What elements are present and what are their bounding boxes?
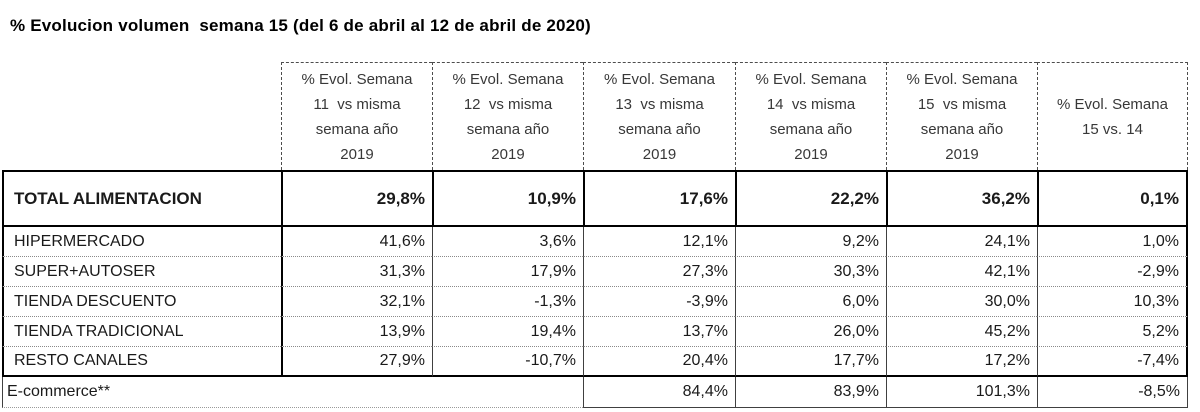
- value-cell: 26,0%: [735, 317, 886, 347]
- value-cell: 27,3%: [583, 257, 735, 287]
- value-cell: 101,3%: [886, 377, 1037, 408]
- value-cell: 13,9%: [281, 317, 432, 347]
- page-title: % Evolucion volumen semana 15 (del 6 de …: [10, 16, 591, 35]
- row-label-super-autoser: SUPER+AUTOSER: [2, 257, 281, 287]
- value-cell: 1,0%: [1037, 227, 1188, 257]
- value-cell: 20,4%: [583, 347, 735, 377]
- row-label-tienda-descuento: TIENDA DESCUENTO: [2, 287, 281, 317]
- value-cell: 17,2%: [886, 347, 1037, 377]
- value-cell: -2,9%: [1037, 257, 1188, 287]
- value-cell: 6,0%: [735, 287, 886, 317]
- value-cell: 17,6%: [583, 170, 735, 227]
- value-cell: 45,2%: [886, 317, 1037, 347]
- value-cell: 83,9%: [735, 377, 886, 408]
- value-cell: 36,2%: [886, 170, 1037, 227]
- row-label-hipermercado: HIPERMERCADO: [2, 227, 281, 257]
- column-header-semana-12: % Evol. Semana 12 vs misma semana año 20…: [432, 62, 583, 170]
- column-header-semana-14: % Evol. Semana 14 vs misma semana año 20…: [735, 62, 886, 170]
- value-cell: -7,4%: [1037, 347, 1188, 377]
- column-header-semana-15-vs-14: % Evol. Semana 15 vs. 14: [1037, 62, 1188, 170]
- value-cell: 17,9%: [432, 257, 583, 287]
- column-header-semana-15: % Evol. Semana 15 vs misma semana año 20…: [886, 62, 1037, 170]
- value-cell: 10,3%: [1037, 287, 1188, 317]
- row-label-ecommerce: E-commerce**: [2, 377, 583, 408]
- value-cell: -10,7%: [432, 347, 583, 377]
- value-cell: -3,9%: [583, 287, 735, 317]
- value-cell: 13,7%: [583, 317, 735, 347]
- value-cell: 32,1%: [281, 287, 432, 317]
- value-cell: 12,1%: [583, 227, 735, 257]
- value-cell: 17,7%: [735, 347, 886, 377]
- evolution-table: % Evol. Semana 11 vs misma semana año 20…: [2, 62, 1188, 408]
- value-cell: 0,1%: [1037, 170, 1188, 227]
- value-cell: 10,9%: [432, 170, 583, 227]
- value-cell: 84,4%: [583, 377, 735, 408]
- value-cell: -8,5%: [1037, 377, 1188, 408]
- value-cell: -1,3%: [432, 287, 583, 317]
- column-header-semana-11: % Evol. Semana 11 vs misma semana año 20…: [281, 62, 432, 170]
- row-label-total: TOTAL ALIMENTACION: [2, 170, 281, 227]
- row-label-resto-canales: RESTO CANALES: [2, 347, 281, 377]
- table-corner-blank: [2, 62, 281, 170]
- value-cell: 22,2%: [735, 170, 886, 227]
- value-cell: 31,3%: [281, 257, 432, 287]
- row-label-tienda-tradicional: TIENDA TRADICIONAL: [2, 317, 281, 347]
- value-cell: 29,8%: [281, 170, 432, 227]
- value-cell: 41,6%: [281, 227, 432, 257]
- value-cell: 27,9%: [281, 347, 432, 377]
- value-cell: 24,1%: [886, 227, 1037, 257]
- value-cell: 5,2%: [1037, 317, 1188, 347]
- value-cell: 19,4%: [432, 317, 583, 347]
- column-header-semana-13: % Evol. Semana 13 vs misma semana año 20…: [583, 62, 735, 170]
- value-cell: 42,1%: [886, 257, 1037, 287]
- value-cell: 30,3%: [735, 257, 886, 287]
- value-cell: 3,6%: [432, 227, 583, 257]
- value-cell: 9,2%: [735, 227, 886, 257]
- value-cell: 30,0%: [886, 287, 1037, 317]
